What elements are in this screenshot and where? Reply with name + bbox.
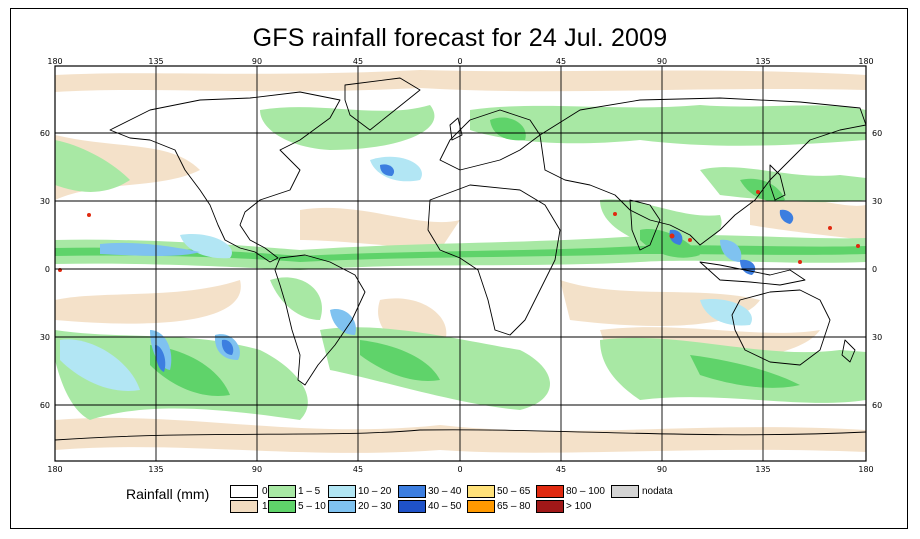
africa [427,184,561,336]
india [629,199,661,251]
australia [731,289,831,366]
indonesia [699,261,806,286]
lat-tick-right: 30 [872,197,882,206]
legend-label: 1 [262,501,268,512]
lat-tick-left: 60 [40,129,50,138]
lon-tick-bottom: 135 [755,465,770,474]
rainfall-field [55,70,866,453]
figure-title: GFS rainfall forecast for 24 Jul. 2009 [252,24,668,52]
legend-label: 10 – 20 [358,486,392,497]
legend-swatch-11 [536,500,564,513]
legend-swatch-6 [398,485,426,498]
legend-swatch-7 [398,500,426,513]
japan [769,164,786,201]
legend-swatch-5 [328,500,356,513]
lon-ticks-top: 180 135 90 45 0 45 90 135 180 [47,57,873,66]
lon-tick-bottom: 180 [858,465,873,474]
lat-tick-right: 0 [872,265,877,274]
graticule [55,66,866,461]
rain-20-30mm-layer [100,239,742,370]
lat-tick-left: 30 [40,333,50,342]
lat-tick-right: 60 [872,129,882,138]
legend-swatch-10 [536,485,564,498]
map-border [54,65,867,462]
lat-tick-left: 60 [40,401,50,410]
legend-label: 40 – 50 [428,501,462,512]
lon-tick-top: 45 [353,57,363,66]
lon-tick-bottom: 135 [148,465,163,474]
lat-ticks-right: 60 30 0 30 60 [872,129,882,410]
lon-tick-top: 180 [858,57,873,66]
legend-label: > 100 [566,501,592,512]
legend-label: nodata [642,486,673,497]
lon-tick-bottom: 90 [252,465,262,474]
legend-title: Rainfall (mm) [126,486,210,502]
lat-tick-left: 0 [45,265,50,274]
lon-ticks-bottom: 180 135 90 45 0 45 90 135 180 [47,465,873,474]
legend-label: 30 – 40 [428,486,462,497]
lat-tick-right: 60 [872,401,882,410]
north-america [109,91,341,263]
asia [539,97,866,246]
lon-tick-bottom: 90 [657,465,667,474]
legend-label: 5 – 10 [298,501,326,512]
legend-label: 1 – 5 [298,486,321,497]
rain-80-100mm-layer [58,190,860,272]
lon-tick-top: 135 [148,57,163,66]
legend-swatch-1 [230,500,258,513]
rain-30-50mm-layer [155,164,794,372]
lat-tick-right: 30 [872,333,882,342]
legend-label: 0 [262,486,268,497]
lon-tick-bottom: 45 [353,465,363,474]
legend-swatch-9 [467,500,495,513]
legend-swatch-4 [328,485,356,498]
lon-tick-top: 45 [556,57,566,66]
greenland [344,77,421,131]
legend-swatch-12 [611,485,639,498]
figure-frame [10,8,908,529]
lon-tick-top: 135 [755,57,770,66]
legend-label: 80 – 100 [566,486,605,497]
legend-label: 20 – 30 [358,501,392,512]
lon-tick-bottom: 180 [47,465,62,474]
uk-ireland [449,117,463,141]
lon-tick-bottom: 45 [556,465,566,474]
lat-ticks-left: 60 30 0 30 60 [40,129,50,410]
lon-tick-top: 90 [252,57,262,66]
legend-swatch-3 [268,500,296,513]
south-america [274,254,366,386]
lon-tick-top: 0 [457,57,462,66]
legend-swatch-0 [230,485,258,498]
lon-tick-bottom: 0 [457,465,462,474]
legend-swatch-8 [467,485,495,498]
new-zealand [841,339,856,363]
antarctica [55,429,866,441]
legend-label: 50 – 65 [497,486,531,497]
lon-tick-top: 90 [657,57,667,66]
lat-tick-left: 30 [40,197,50,206]
legend-label: 65 – 80 [497,501,531,512]
legend-swatch-2 [268,485,296,498]
coastlines [55,77,866,441]
lon-tick-top: 180 [47,57,62,66]
rain-10-20mm-layer [60,156,752,391]
